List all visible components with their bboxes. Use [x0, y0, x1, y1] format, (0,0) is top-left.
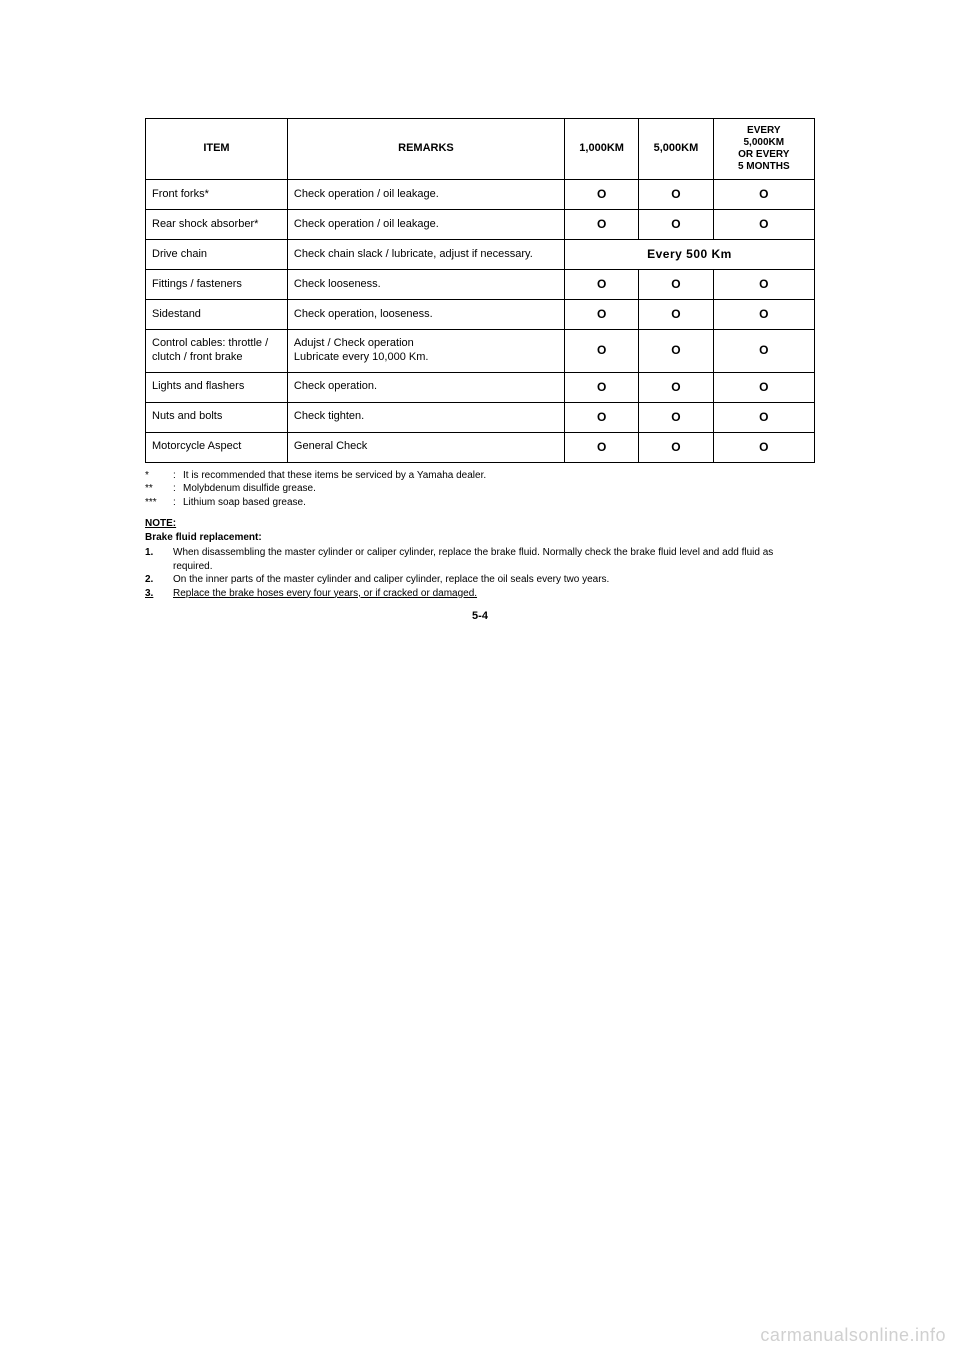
- note-item-text: On the inner parts of the master cylinde…: [173, 573, 609, 587]
- cell-merged-interval: Every 500 Km: [564, 240, 814, 270]
- table-row: Sidestand Check operation, looseness. O …: [146, 300, 815, 330]
- cell-mark: O: [564, 330, 638, 373]
- cell-mark: O: [713, 432, 814, 462]
- cell-item: Control cables: throttle / clutch / fron…: [146, 330, 288, 373]
- cell-remarks: Adujst / Check operation Lubricate every…: [287, 330, 564, 373]
- cell-remarks: Check looseness.: [287, 270, 564, 300]
- footnote-row: ** : Molybdenum disulfide grease.: [145, 482, 815, 496]
- table-row: Nuts and bolts Check tighten. O O O: [146, 402, 815, 432]
- footnote-text: Molybdenum disulfide grease.: [183, 482, 316, 496]
- cell-mark: O: [713, 402, 814, 432]
- cell-remarks: General Check: [287, 432, 564, 462]
- footnote-row: * : It is recommended that these items b…: [145, 469, 815, 483]
- footnote-text: It is recommended that these items be se…: [183, 469, 486, 483]
- footnote-colon: :: [173, 496, 183, 510]
- footnote-symbol: ***: [145, 496, 173, 510]
- cell-mark: O: [639, 270, 713, 300]
- cell-remarks: Check chain slack / lubricate, adjust if…: [287, 240, 564, 270]
- table-row: Rear shock absorber* Check operation / o…: [146, 210, 815, 240]
- cell-item: Motorcycle Aspect: [146, 432, 288, 462]
- note-item-text: Replace the brake hoses every four years…: [173, 587, 477, 601]
- cell-mark: O: [564, 402, 638, 432]
- page-number: 5-4: [145, 610, 815, 622]
- table-row: Motorcycle Aspect General Check O O O: [146, 432, 815, 462]
- cell-item: Front forks*: [146, 180, 288, 210]
- cell-mark: O: [713, 330, 814, 373]
- cell-mark: O: [639, 402, 713, 432]
- footnote-symbol: **: [145, 482, 173, 496]
- footnotes: * : It is recommended that these items b…: [145, 469, 815, 510]
- table-row: Drive chain Check chain slack / lubricat…: [146, 240, 815, 270]
- footnote-colon: :: [173, 469, 183, 483]
- header-every-5000km: EVERY 5,000KM OR EVERY 5 MONTHS: [713, 119, 814, 180]
- cell-mark: O: [713, 372, 814, 402]
- note-item-text: When disassembling the master cylinder o…: [173, 546, 815, 573]
- note-item: 3. Replace the brake hoses every four ye…: [145, 587, 815, 601]
- note-list: 1. When disassembling the master cylinde…: [145, 546, 815, 600]
- cell-mark: O: [639, 180, 713, 210]
- cell-mark: O: [713, 300, 814, 330]
- maintenance-table: ITEM REMARKS 1,000KM 5,000KM EVERY 5,000…: [145, 118, 815, 463]
- cell-mark: O: [639, 372, 713, 402]
- cell-item: Rear shock absorber*: [146, 210, 288, 240]
- cell-remarks: Check tighten.: [287, 402, 564, 432]
- table-row: Control cables: throttle / clutch / fron…: [146, 330, 815, 373]
- cell-mark: O: [713, 210, 814, 240]
- cell-item: Sidestand: [146, 300, 288, 330]
- header-item: ITEM: [146, 119, 288, 180]
- table-row: Fittings / fasteners Check looseness. O …: [146, 270, 815, 300]
- cell-remarks: Check operation, looseness.: [287, 300, 564, 330]
- cell-item: Lights and flashers: [146, 372, 288, 402]
- cell-mark: O: [564, 300, 638, 330]
- table-row: Lights and flashers Check operation. O O…: [146, 372, 815, 402]
- footnote-symbol: *: [145, 469, 173, 483]
- note-item: 1. When disassembling the master cylinde…: [145, 546, 815, 573]
- cell-item: Nuts and bolts: [146, 402, 288, 432]
- cell-remarks: Check operation / oil leakage.: [287, 180, 564, 210]
- cell-remarks: Check operation / oil leakage.: [287, 210, 564, 240]
- cell-mark: O: [639, 300, 713, 330]
- footnote-text: Lithium soap based grease.: [183, 496, 306, 510]
- cell-mark: O: [639, 210, 713, 240]
- table-row: Front forks* Check operation / oil leaka…: [146, 180, 815, 210]
- cell-mark: O: [564, 432, 638, 462]
- cell-mark: O: [564, 372, 638, 402]
- footnote-colon: :: [173, 482, 183, 496]
- note-item-number: 1.: [145, 546, 173, 573]
- cell-mark: O: [564, 180, 638, 210]
- note-item-number: 3.: [145, 587, 173, 601]
- note-item-number: 2.: [145, 573, 173, 587]
- cell-mark: O: [639, 330, 713, 373]
- header-1000km: 1,000KM: [564, 119, 638, 180]
- note-item: 2. On the inner parts of the master cyli…: [145, 573, 815, 587]
- cell-remarks: Check operation.: [287, 372, 564, 402]
- watermark: carmanualsonline.info: [760, 1325, 946, 1346]
- cell-mark: O: [713, 270, 814, 300]
- cell-mark: O: [713, 180, 814, 210]
- header-remarks: REMARKS: [287, 119, 564, 180]
- table-header-row: ITEM REMARKS 1,000KM 5,000KM EVERY 5,000…: [146, 119, 815, 180]
- note-block: NOTE: Brake fluid replacement: 1. When d…: [145, 517, 815, 600]
- cell-mark: O: [564, 270, 638, 300]
- note-header: NOTE:: [145, 517, 815, 531]
- note-subheader: Brake fluid replacement:: [145, 531, 815, 545]
- cell-mark: O: [639, 432, 713, 462]
- header-5000km: 5,000KM: [639, 119, 713, 180]
- cell-mark: O: [564, 210, 638, 240]
- footnote-row: *** : Lithium soap based grease.: [145, 496, 815, 510]
- page-content: ITEM REMARKS 1,000KM 5,000KM EVERY 5,000…: [0, 0, 960, 622]
- cell-item: Drive chain: [146, 240, 288, 270]
- cell-item: Fittings / fasteners: [146, 270, 288, 300]
